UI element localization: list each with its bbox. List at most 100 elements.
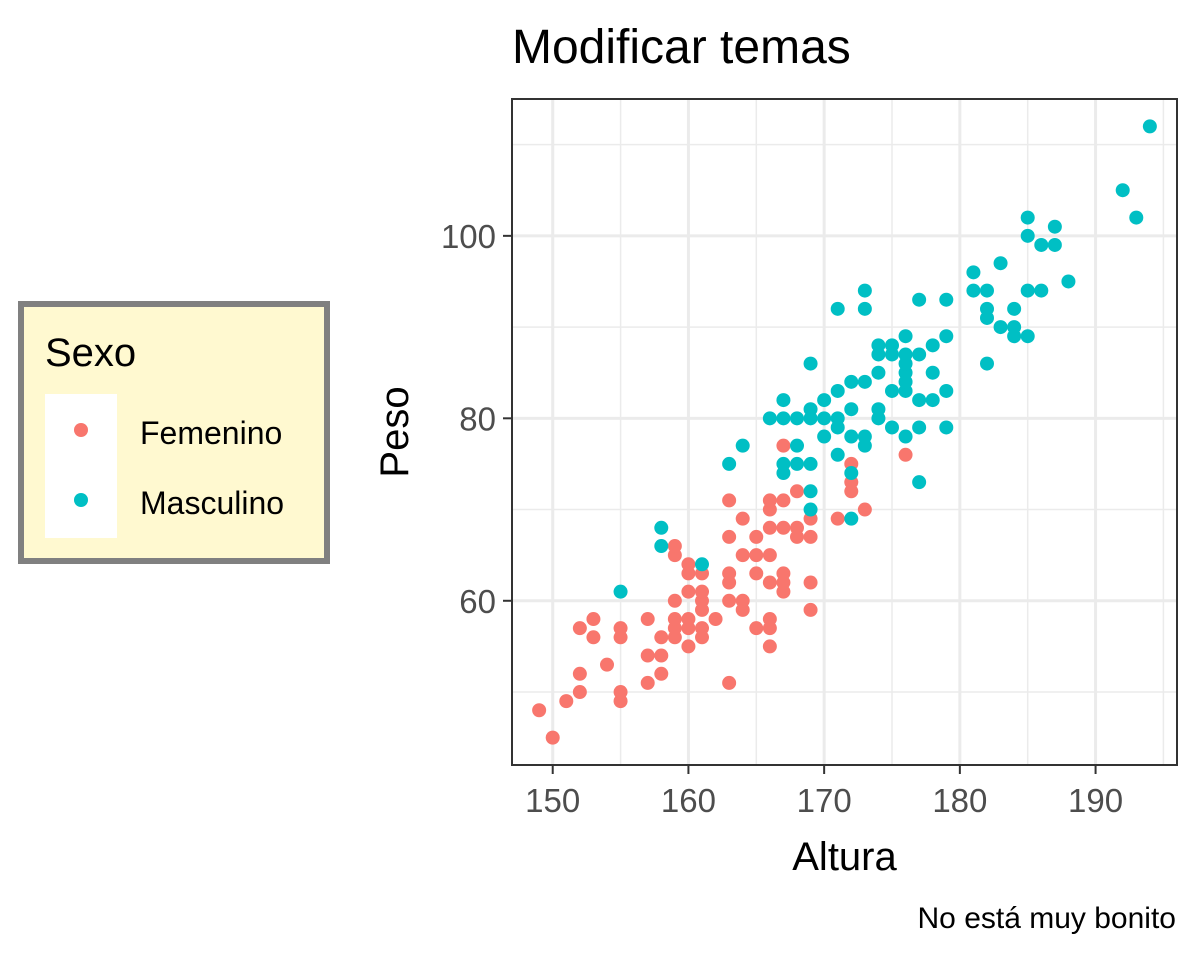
x-tick-label: 170 <box>797 782 852 819</box>
data-point-masculino <box>844 511 859 526</box>
data-point-femenino <box>762 639 777 654</box>
data-point-masculino <box>857 429 872 444</box>
data-point-femenino <box>654 666 669 681</box>
data-point-masculino <box>790 411 804 426</box>
data-point-femenino <box>681 612 696 627</box>
data-point-masculino <box>871 338 886 353</box>
data-point-masculino <box>980 283 994 298</box>
data-point-masculino <box>803 456 818 471</box>
data-point-masculino <box>844 466 859 481</box>
data-point-masculino <box>776 393 791 408</box>
data-point-masculino <box>803 402 818 417</box>
data-point-femenino <box>572 666 587 681</box>
data-point-femenino <box>830 511 845 526</box>
data-point-masculino <box>762 411 777 426</box>
data-point-femenino <box>559 694 574 709</box>
data-point-femenino <box>695 621 709 636</box>
data-point-masculino <box>1129 210 1144 225</box>
data-point-femenino <box>776 438 791 453</box>
data-point-femenino <box>762 493 777 508</box>
data-point-masculino <box>790 438 804 453</box>
data-point-femenino <box>667 612 682 627</box>
data-point-femenino <box>572 621 587 636</box>
legend: Sexo Femenino Masculino <box>18 301 330 564</box>
data-point-femenino <box>790 484 804 499</box>
data-point-femenino <box>640 648 655 663</box>
data-point-femenino <box>532 703 547 718</box>
data-point-masculino <box>966 283 981 298</box>
data-point-masculino <box>735 438 750 453</box>
data-point-masculino <box>776 456 791 471</box>
data-point-masculino <box>844 429 859 444</box>
data-point-masculino <box>1047 219 1062 234</box>
data-point-masculino <box>1020 283 1035 298</box>
data-point-masculino <box>830 383 845 398</box>
data-point-femenino <box>803 575 818 590</box>
data-point-femenino <box>654 630 669 645</box>
data-point-femenino <box>803 529 818 544</box>
plot-border <box>511 98 1178 766</box>
data-point-femenino <box>749 529 764 544</box>
data-point-masculino <box>857 283 872 298</box>
data-point-masculino <box>613 584 628 599</box>
legend-label-masculino: Masculino <box>140 485 284 521</box>
data-point-masculino <box>939 420 954 435</box>
x-tick-label: 190 <box>1068 782 1123 819</box>
data-point-masculino <box>885 338 899 353</box>
data-point-masculino <box>654 539 669 554</box>
x-tick-label: 150 <box>525 782 580 819</box>
data-point-femenino <box>722 529 737 544</box>
data-point-masculino <box>898 329 913 344</box>
chart-title: Modificar temas <box>512 21 851 74</box>
y-axis-title: Peso <box>373 386 417 477</box>
data-point-masculino <box>1020 228 1035 243</box>
data-point-femenino <box>681 557 696 572</box>
data-point-femenino <box>640 612 655 627</box>
legend-key-background <box>45 394 117 538</box>
data-point-masculino <box>925 365 940 380</box>
x-axis-ticks: 150 160 170 180 190 <box>525 765 1123 819</box>
y-tick-label: 100 <box>441 218 496 255</box>
data-point-masculino <box>898 429 913 444</box>
data-point-masculino <box>898 347 913 362</box>
data-point-masculino <box>857 301 872 316</box>
legend-key-femenino <box>74 423 88 437</box>
data-point-femenino <box>613 685 628 700</box>
data-point-femenino <box>722 593 737 608</box>
data-point-femenino <box>640 675 655 690</box>
data-point-masculino <box>966 265 981 280</box>
data-point-masculino <box>1047 237 1062 252</box>
data-point-femenino <box>695 584 709 599</box>
data-point-femenino <box>681 584 696 599</box>
data-point-masculino <box>830 411 845 426</box>
plot-panel <box>512 99 1177 765</box>
x-axis-title: Altura <box>792 835 897 879</box>
y-tick-label: 80 <box>459 400 496 437</box>
data-point-masculino <box>817 393 832 408</box>
data-point-femenino <box>898 447 913 462</box>
data-point-femenino <box>776 566 791 581</box>
data-point-masculino <box>912 292 927 307</box>
y-tick-label: 60 <box>459 583 496 620</box>
data-point-femenino <box>722 493 737 508</box>
data-point-femenino <box>735 511 750 526</box>
data-point-femenino <box>667 539 682 554</box>
data-point-femenino <box>681 639 696 654</box>
data-point-masculino <box>871 402 886 417</box>
y-axis-ticks: 60 80 100 <box>441 218 512 620</box>
data-point-femenino <box>735 548 750 563</box>
data-point-femenino <box>749 621 764 636</box>
data-point-masculino <box>1020 210 1035 225</box>
major-gridlines <box>512 99 1177 765</box>
data-point-masculino <box>803 356 818 371</box>
data-point-femenino <box>600 657 614 672</box>
data-point-femenino <box>572 685 587 700</box>
data-point-femenino <box>762 612 777 627</box>
data-point-masculino <box>803 502 818 517</box>
data-point-masculino <box>980 301 994 316</box>
data-point-masculino <box>790 456 804 471</box>
data-point-femenino <box>749 566 764 581</box>
data-point-femenino <box>735 593 750 608</box>
data-point-masculino <box>939 329 954 344</box>
